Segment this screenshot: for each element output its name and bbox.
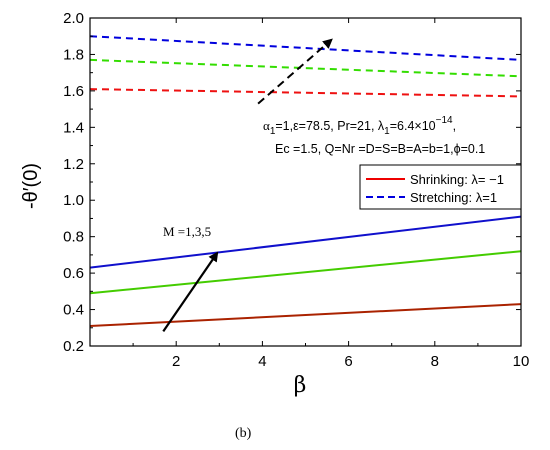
series-line-shrinking-m1 (89, 215, 522, 269)
y-tick-label: 0.6 (63, 265, 84, 282)
x-tick-label: 2 (172, 353, 180, 370)
stretching-trend-arrow (257, 38, 333, 105)
params-annotation-line2: Ec =1.5, Q=Nr =D=S=B=A=b=1,ϕ=0.1 (275, 142, 485, 156)
series-line-stretching-m1 (89, 35, 522, 61)
x-tick-label: 8 (431, 353, 439, 370)
series-line-stretching-m3 (89, 58, 522, 78)
y-tick-label: 2.0 (63, 10, 84, 27)
y-tick-label: 1.0 (63, 192, 84, 209)
shrinking-trend-arrow (162, 251, 219, 333)
series-line-shrinking-m5 (89, 303, 522, 327)
params-annotation-line1: α1=1,ε=78.5, Pr=21, λ1=6.4×10−14, (263, 115, 456, 137)
y-tick-label: 0.4 (63, 302, 84, 319)
figure-caption: (b) (235, 426, 252, 441)
y-tick-label: 1.8 (63, 46, 84, 63)
series-line-stretching-m5 (89, 88, 522, 98)
x-tick-label: 4 (258, 353, 266, 370)
arrow-layer (162, 38, 333, 333)
legend: Shrinking: λ= −1 Stretching: λ=1 (359, 164, 522, 210)
legend-box (359, 164, 522, 210)
series-line-shrinking-m3 (89, 250, 522, 295)
x-axis-label: β (294, 373, 307, 398)
x-tick-label: 10 (513, 353, 530, 370)
y-tick-label: 0.2 (63, 338, 84, 355)
y-tick-label: 1.2 (63, 156, 84, 173)
series-layer (89, 35, 522, 327)
m-arrow-label: M =1,3,5 (163, 224, 211, 239)
x-tick-label: 6 (344, 353, 352, 370)
y-tick-label: 0.8 (63, 229, 84, 246)
legend-label-0: Shrinking: λ= −1 (410, 172, 504, 187)
y-tick-label: 1.4 (63, 119, 84, 136)
legend-label-1: Stretching: λ=1 (410, 190, 497, 205)
y-axis-label: -θ′(0) (20, 163, 42, 209)
y-tick-label: 1.6 (63, 83, 84, 100)
